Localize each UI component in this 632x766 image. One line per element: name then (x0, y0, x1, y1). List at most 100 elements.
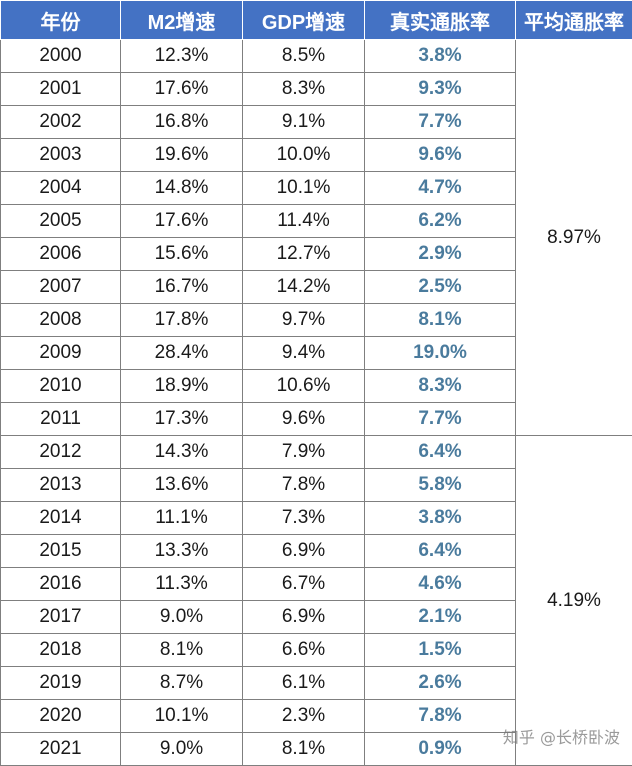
m2-growth-cell: 17.3% (121, 403, 243, 436)
gdp-growth-cell: 10.6% (243, 370, 365, 403)
gdp-growth-cell: 9.7% (243, 304, 365, 337)
m2-growth-cell: 9.0% (121, 601, 243, 634)
m2-growth-cell: 10.1% (121, 700, 243, 733)
m2-growth-cell: 28.4% (121, 337, 243, 370)
header-gdp-growth: GDP增速 (243, 1, 365, 40)
year-cell: 2012 (1, 436, 121, 469)
year-cell: 2002 (1, 106, 121, 139)
real-inflation-cell: 8.3% (365, 370, 516, 403)
year-cell: 2000 (1, 40, 121, 73)
gdp-growth-cell: 6.7% (243, 568, 365, 601)
m2-growth-cell: 15.6% (121, 238, 243, 271)
m2-growth-cell: 14.8% (121, 172, 243, 205)
year-cell: 2005 (1, 205, 121, 238)
gdp-growth-cell: 9.4% (243, 337, 365, 370)
year-cell: 2001 (1, 73, 121, 106)
m2-growth-cell: 16.8% (121, 106, 243, 139)
gdp-growth-cell: 8.3% (243, 73, 365, 106)
average-inflation-cell: 4.19% (516, 436, 632, 766)
m2-growth-cell: 12.3% (121, 40, 243, 73)
gdp-growth-cell: 6.9% (243, 601, 365, 634)
m2-growth-cell: 16.7% (121, 271, 243, 304)
real-inflation-cell: 9.6% (365, 139, 516, 172)
year-cell: 2011 (1, 403, 121, 436)
m2-growth-cell: 9.0% (121, 733, 243, 766)
real-inflation-cell: 2.1% (365, 601, 516, 634)
year-cell: 2007 (1, 271, 121, 304)
year-cell: 2019 (1, 667, 121, 700)
year-cell: 2006 (1, 238, 121, 271)
real-inflation-cell: 1.5% (365, 634, 516, 667)
gdp-growth-cell: 11.4% (243, 205, 365, 238)
year-cell: 2008 (1, 304, 121, 337)
gdp-growth-cell: 7.8% (243, 469, 365, 502)
table-header: 年份 M2增速 GDP增速 真实通胀率 平均通胀率 (1, 1, 632, 40)
year-cell: 2014 (1, 502, 121, 535)
real-inflation-cell: 2.6% (365, 667, 516, 700)
gdp-growth-cell: 7.9% (243, 436, 365, 469)
real-inflation-cell: 9.3% (365, 73, 516, 106)
m2-growth-cell: 11.1% (121, 502, 243, 535)
watermark: 知乎 @长桥卧波 (503, 724, 620, 748)
real-inflation-cell: 4.7% (365, 172, 516, 205)
year-cell: 2021 (1, 733, 121, 766)
m2-growth-cell: 13.6% (121, 469, 243, 502)
real-inflation-cell: 4.6% (365, 568, 516, 601)
average-inflation-cell: 8.97% (516, 40, 632, 436)
real-inflation-cell: 5.8% (365, 469, 516, 502)
real-inflation-cell: 19.0% (365, 337, 516, 370)
real-inflation-cell: 7.7% (365, 106, 516, 139)
year-cell: 2020 (1, 700, 121, 733)
gdp-growth-cell: 6.9% (243, 535, 365, 568)
gdp-growth-cell: 9.6% (243, 403, 365, 436)
real-inflation-cell: 8.1% (365, 304, 516, 337)
real-inflation-cell: 0.9% (365, 733, 516, 766)
m2-growth-cell: 17.6% (121, 205, 243, 238)
real-inflation-cell: 2.9% (365, 238, 516, 271)
year-cell: 2010 (1, 370, 121, 403)
year-cell: 2018 (1, 634, 121, 667)
year-cell: 2003 (1, 139, 121, 172)
m2-growth-cell: 19.6% (121, 139, 243, 172)
gdp-growth-cell: 14.2% (243, 271, 365, 304)
header-row: 年份 M2增速 GDP增速 真实通胀率 平均通胀率 (1, 1, 632, 40)
m2-growth-cell: 17.8% (121, 304, 243, 337)
gdp-growth-cell: 6.6% (243, 634, 365, 667)
year-cell: 2004 (1, 172, 121, 205)
real-inflation-cell: 6.2% (365, 205, 516, 238)
real-inflation-cell: 2.5% (365, 271, 516, 304)
header-real-inflation: 真实通胀率 (365, 1, 516, 40)
gdp-growth-cell: 9.1% (243, 106, 365, 139)
year-cell: 2015 (1, 535, 121, 568)
gdp-growth-cell: 10.1% (243, 172, 365, 205)
real-inflation-cell: 3.8% (365, 40, 516, 73)
m2-growth-cell: 18.9% (121, 370, 243, 403)
real-inflation-cell: 3.8% (365, 502, 516, 535)
m2-growth-cell: 8.1% (121, 634, 243, 667)
gdp-growth-cell: 8.5% (243, 40, 365, 73)
year-cell: 2016 (1, 568, 121, 601)
m2-growth-cell: 11.3% (121, 568, 243, 601)
real-inflation-cell: 6.4% (365, 535, 516, 568)
real-inflation-cell: 7.7% (365, 403, 516, 436)
header-average-inflation: 平均通胀率 (516, 1, 632, 40)
m2-growth-cell: 13.3% (121, 535, 243, 568)
header-m2-growth: M2增速 (121, 1, 243, 40)
gdp-growth-cell: 8.1% (243, 733, 365, 766)
real-inflation-cell: 6.4% (365, 436, 516, 469)
gdp-growth-cell: 2.3% (243, 700, 365, 733)
m2-growth-cell: 14.3% (121, 436, 243, 469)
m2-growth-cell: 17.6% (121, 73, 243, 106)
m2-growth-cell: 8.7% (121, 667, 243, 700)
gdp-growth-cell: 7.3% (243, 502, 365, 535)
gdp-growth-cell: 12.7% (243, 238, 365, 271)
gdp-growth-cell: 10.0% (243, 139, 365, 172)
header-year: 年份 (1, 1, 121, 40)
year-cell: 2017 (1, 601, 121, 634)
year-cell: 2013 (1, 469, 121, 502)
gdp-growth-cell: 6.1% (243, 667, 365, 700)
